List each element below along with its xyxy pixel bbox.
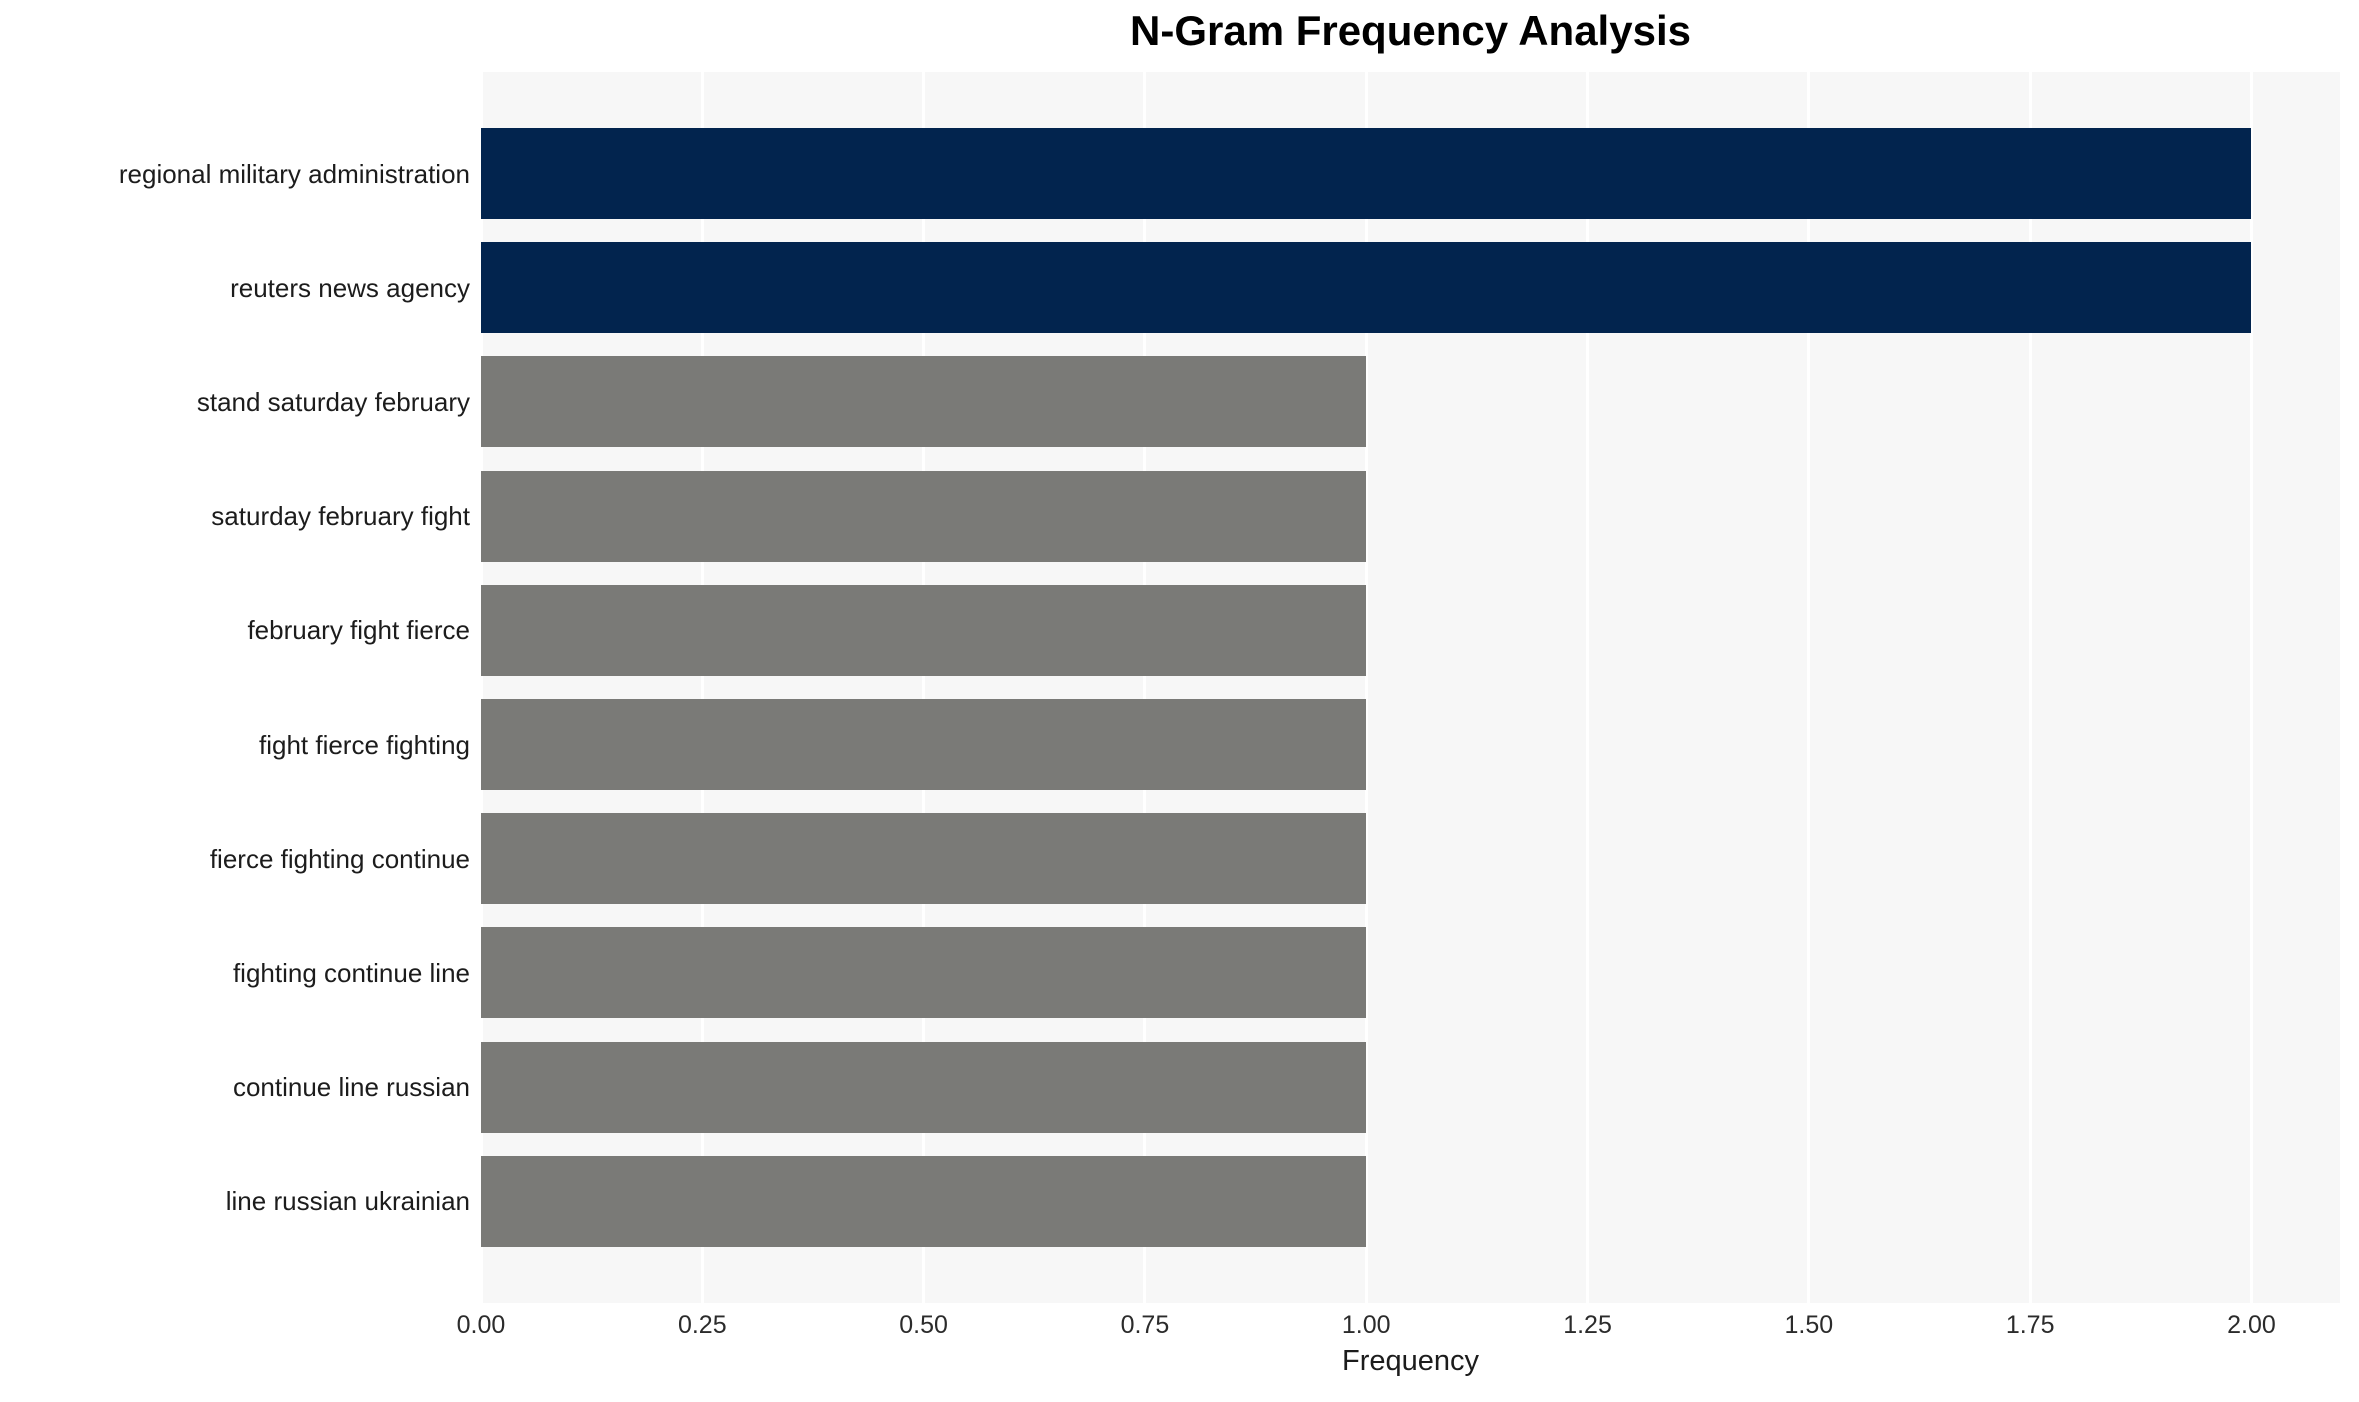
y-axis-label: reuters news agency [230,272,470,303]
x-axis-tick: 1.25 [1563,1311,1612,1339]
gridline-x-0.25 [700,72,704,1303]
gridline-x-1 [1364,72,1368,1303]
y-axis-label: fight fierce fighting [258,729,470,760]
gridline-x-0 [481,72,483,1303]
bar-february-fight-fierce [481,584,1367,676]
x-axis-tick: 0.25 [677,1311,727,1339]
y-axis-label: february fight fierce [247,615,470,646]
y-axis-label: regional military administration [118,158,470,189]
bar-reuters-news-agency [481,242,2252,334]
chart-title: N-Gram Frequency Analysis [1130,7,1691,54]
x-axis-tick: 1.75 [2005,1311,2055,1339]
x-axis-tick: 0.75 [1120,1311,1170,1339]
x-axis-tick: 0.50 [899,1311,948,1339]
bar-fierce-fighting-continue [481,813,1367,905]
plot-area [481,72,2340,1303]
bar-line-russian-ukrainian [481,1155,1367,1247]
x-axis-tick: 1.00 [1341,1311,1391,1339]
x-axis-label: Frequency [1341,1345,1479,1377]
gridline-x-1.75 [2028,72,2032,1303]
bar-continue-line-russian [481,1041,1367,1133]
gridline-x-0.5 [922,72,926,1303]
x-axis-tick: 0.00 [456,1311,506,1339]
gridline-x-0.75 [1143,72,1147,1303]
y-axis-label: continue line russian [232,1072,470,1103]
y-axis-label: fighting continue line [232,957,470,988]
x-axis-tick: 2.00 [2227,1311,2276,1339]
gridline-x-1.5 [1807,72,1811,1303]
y-axis-label: fierce fighting continue [209,843,470,874]
bar-fighting-continue-line [481,927,1367,1019]
x-axis-tick: 1.50 [1784,1311,1834,1339]
y-axis-label: stand saturday february [196,386,470,417]
gridline-x-2 [2249,72,2253,1303]
gridline-x-1.25 [1586,72,1590,1303]
bar-regional-military-administration [481,128,2252,219]
y-axis-label: line russian ukrainian [225,1186,470,1217]
bar-stand-saturday-february [481,356,1367,448]
bar-saturday-february-fight [481,470,1367,562]
bar-fight-fierce-fighting [481,699,1367,790]
y-axis-label: saturday february fight [211,501,470,532]
